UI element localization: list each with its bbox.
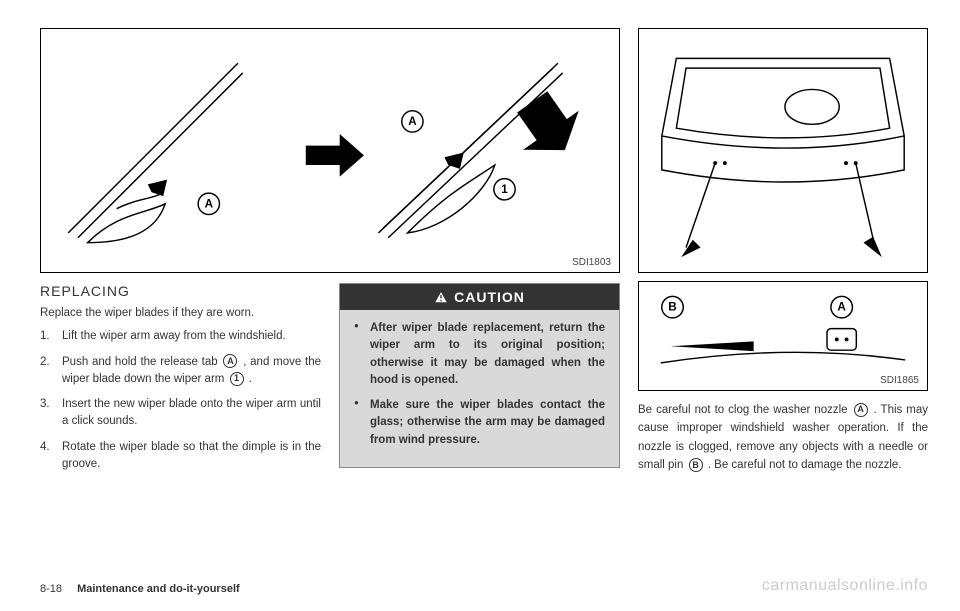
fig-label-1: 1 — [501, 183, 508, 196]
step-1: Lift the wiper arm away from the windshi… — [40, 328, 321, 345]
right-column: B A SDI1865 Be careful not to clog the w… — [638, 28, 928, 548]
step-2: Push and hold the release tab A , and mo… — [40, 354, 321, 389]
fig-label-a1: A — [205, 197, 214, 210]
step-3: Insert the new wiper blade onto the wipe… — [40, 396, 321, 431]
left-column: A A 1 SDI1803 REPLACI — [40, 28, 620, 548]
caution-title: CAUTION — [454, 289, 525, 305]
step-2-post: . — [246, 373, 252, 385]
right-text-pre: Be careful not to clog the washer nozzle — [638, 404, 852, 416]
figure-nozzle-detail: B A SDI1865 — [638, 281, 928, 391]
section-intro: Replace the wiper blades if they are wor… — [40, 305, 321, 322]
caution-header: CAUTION — [340, 284, 619, 310]
left-text-col-1: REPLACING Replace the wiper blades if th… — [40, 273, 321, 481]
page-footer: 8-18 Maintenance and do-it-yourself — [40, 583, 240, 595]
ref-a-icon: A — [223, 354, 237, 368]
caution-item-1: After wiper blade replacement, return th… — [354, 320, 605, 389]
warning-icon — [434, 290, 448, 304]
watermark: carmanualsonline.info — [762, 577, 928, 595]
caution-box: CAUTION After wiper blade replacement, r… — [339, 283, 620, 468]
left-text-columns: REPLACING Replace the wiper blades if th… — [40, 273, 620, 481]
fig-label-b: B — [668, 301, 676, 314]
caution-body: After wiper blade replacement, return th… — [340, 310, 619, 467]
wiper-diagram-svg: A A 1 — [51, 39, 609, 262]
figure-caption-left: SDI1803 — [572, 257, 611, 268]
footer-page-number: 8-18 — [40, 583, 62, 595]
figure-hood-nozzle — [638, 28, 928, 273]
right-text-post: . Be careful not to damage the nozzle. — [705, 459, 902, 471]
caution-item-2: Make sure the wiper blades contact the g… — [354, 397, 605, 449]
section-heading: REPLACING — [40, 283, 321, 299]
step-2-pre: Push and hold the release tab — [62, 356, 221, 368]
figure-wiper-replace: A A 1 SDI1803 — [40, 28, 620, 273]
ref-b-icon: B — [689, 458, 703, 472]
page-columns: A A 1 SDI1803 REPLACI — [40, 28, 928, 548]
ref-1-icon: 1 — [230, 372, 244, 386]
right-paragraph: Be careful not to clog the washer nozzle… — [638, 401, 928, 475]
fig-label-a2: A — [408, 115, 417, 128]
ref-a2-icon: A — [854, 403, 868, 417]
steps-list: Lift the wiper arm away from the windshi… — [40, 328, 321, 473]
transition-arrow-icon — [306, 134, 364, 177]
step-4: Rotate the wiper blade so that the dimpl… — [40, 439, 321, 474]
figure-caption-right: SDI1865 — [880, 375, 919, 386]
nozzle-detail-svg: B A — [651, 288, 915, 384]
left-text-col-2: CAUTION After wiper blade replacement, r… — [339, 273, 620, 481]
footer-section-title: Maintenance and do-it-yourself — [77, 583, 240, 595]
fig-label-a3: A — [837, 301, 846, 314]
hood-svg — [649, 39, 917, 262]
